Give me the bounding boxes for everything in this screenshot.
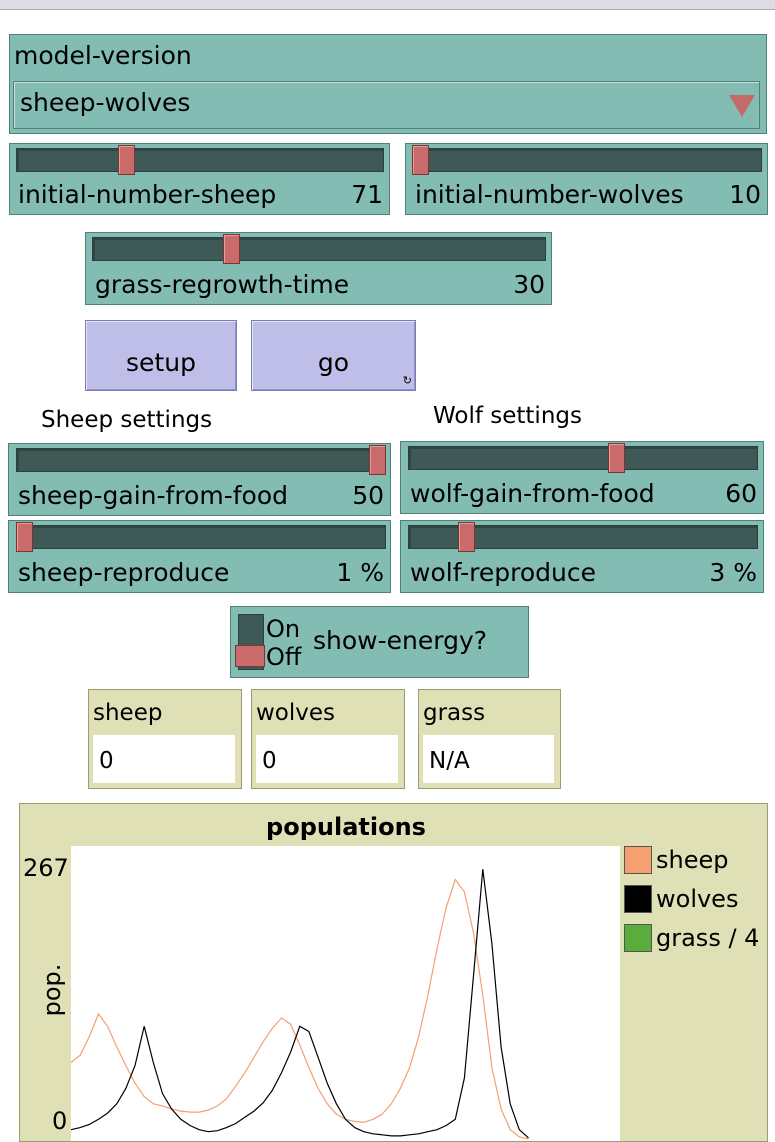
go-button[interactable]: go ↻	[251, 320, 416, 391]
slider-handle[interactable]	[607, 443, 625, 473]
chooser-label: model-version	[14, 41, 192, 70]
sheep-settings-heading: Sheep settings	[41, 407, 213, 433]
slider-handle[interactable]	[223, 234, 241, 264]
monitor-value-box: 0	[93, 735, 235, 783]
monitor-sheep: sheep 0	[88, 689, 242, 789]
series-line-wolves	[71, 869, 529, 1139]
monitor-label: grass	[423, 700, 486, 726]
switch-off-label: Off	[266, 643, 302, 671]
slider-value: 1 %	[336, 558, 384, 587]
setup-button[interactable]: setup	[85, 320, 237, 391]
slider-handle[interactable]	[412, 145, 429, 175]
slider-handle[interactable]	[16, 522, 33, 552]
slider-handle[interactable]	[117, 145, 135, 175]
slider-value: 71	[351, 180, 383, 209]
legend-swatch	[624, 924, 652, 952]
slider-label: wolf-gain-from-food	[410, 479, 655, 508]
legend-label: wolves	[656, 885, 739, 913]
slider-label: initial-number-wolves	[415, 180, 684, 209]
chooser-dropdown[interactable]: sheep-wolves	[13, 81, 760, 129]
legend-swatch	[624, 885, 652, 913]
model-version-chooser[interactable]: model-version sheep-wolves	[9, 34, 767, 134]
monitor-value: 0	[99, 748, 114, 774]
slider-sheep-gain-from-food: sheep-gain-from-food 50	[8, 443, 391, 516]
monitor-value: 0	[262, 748, 277, 774]
wolf-settings-heading: Wolf settings	[433, 403, 582, 429]
slider-initial-number-sheep: initial-number-sheep 71	[9, 143, 390, 215]
slider-value: 10	[729, 180, 761, 209]
slider-label: sheep-reproduce	[18, 558, 230, 587]
slider-track[interactable]	[408, 446, 758, 470]
switch-on-label: On	[266, 615, 301, 643]
slider-label: wolf-reproduce	[410, 558, 596, 587]
slider-track[interactable]	[92, 237, 546, 261]
forever-icon: ↻	[402, 374, 412, 387]
top-bar	[0, 0, 775, 10]
slider-wolf-reproduce: wolf-reproduce 3 %	[400, 520, 764, 593]
slider-value: 3 %	[709, 558, 757, 587]
legend-label: sheep	[656, 846, 729, 874]
slider-value: 60	[725, 479, 757, 508]
plot-area	[71, 846, 620, 1141]
monitor-label: sheep	[93, 700, 163, 726]
slider-label: grass-regrowth-time	[95, 270, 350, 299]
dropdown-arrow-icon[interactable]	[729, 95, 755, 117]
slider-handle[interactable]	[369, 445, 386, 475]
slider-value: 50	[352, 481, 384, 510]
slider-track[interactable]	[16, 448, 386, 472]
slider-wolf-gain-from-food: wolf-gain-from-food 60	[400, 441, 764, 514]
switch-handle[interactable]	[235, 645, 265, 667]
setup-button-label: setup	[126, 348, 196, 377]
go-button-label: go	[317, 348, 350, 377]
y-tick-min: 0	[52, 1107, 68, 1135]
slider-label: sheep-gain-from-food	[18, 481, 288, 510]
switch-label: show-energy?	[313, 626, 488, 655]
slider-handle[interactable]	[457, 522, 475, 552]
monitor-label: wolves	[256, 700, 336, 726]
slider-sheep-reproduce: sheep-reproduce 1 %	[8, 520, 391, 593]
monitor-value-box: 0	[256, 735, 398, 783]
series-line-sheep	[71, 878, 529, 1140]
slider-track[interactable]	[412, 148, 762, 172]
monitor-value: N/A	[429, 748, 470, 774]
plot-title: populations	[266, 813, 426, 841]
monitor-value-box: N/A	[423, 735, 554, 783]
slider-grass-regrowth-time: grass-regrowth-time 30	[85, 232, 552, 305]
slider-track[interactable]	[16, 148, 384, 172]
slider-label: initial-number-sheep	[18, 180, 277, 209]
y-tick-max: 267	[23, 854, 69, 882]
monitor-wolves: wolves 0	[251, 689, 405, 789]
show-energy-switch[interactable]: On Off show-energy?	[230, 606, 529, 678]
slider-initial-number-wolves: initial-number-wolves 10	[405, 143, 768, 215]
legend-label: grass / 4	[656, 924, 760, 952]
populations-plot: populations 267 0 pop. sheep wolves grass …	[19, 803, 768, 1142]
legend-swatch	[624, 846, 652, 874]
chooser-value: sheep-wolves	[20, 88, 191, 117]
slider-value: 30	[513, 270, 545, 299]
y-axis-label: pop.	[38, 963, 66, 1017]
monitor-grass: grass N/A	[418, 689, 561, 789]
slider-track[interactable]	[16, 525, 386, 549]
